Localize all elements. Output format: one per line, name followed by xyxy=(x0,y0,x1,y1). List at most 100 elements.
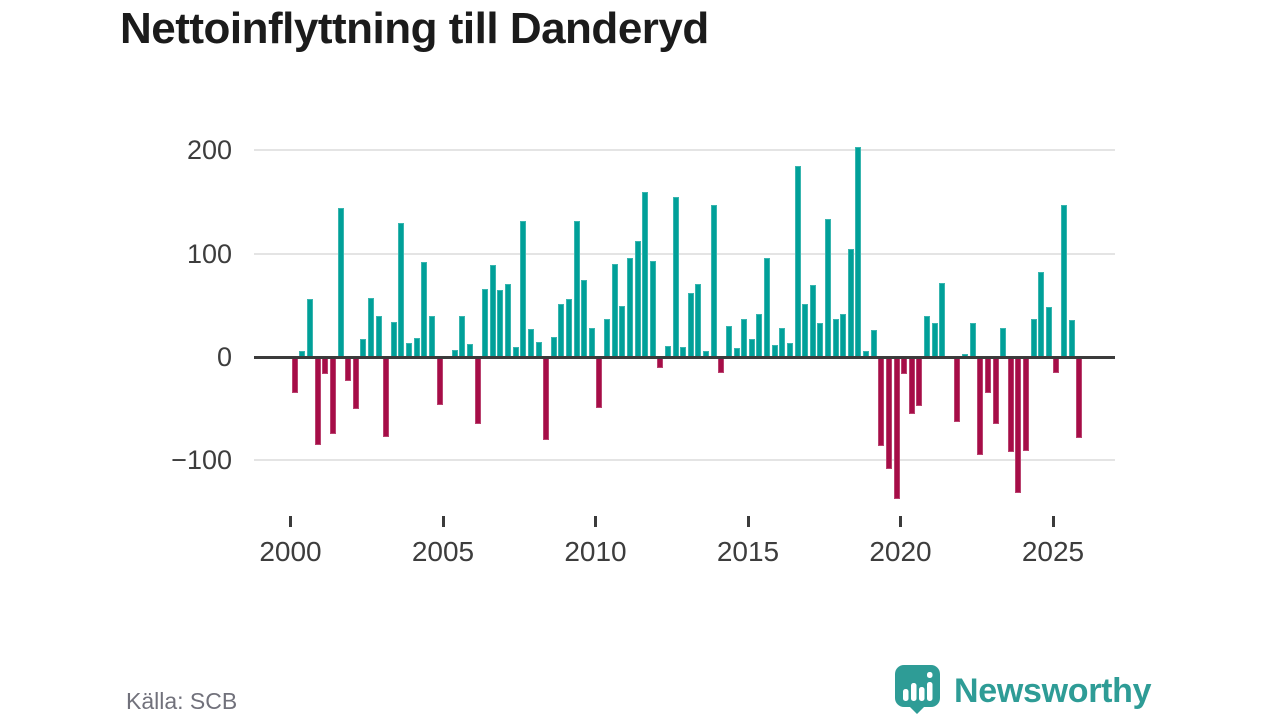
bar-2015-q1 xyxy=(748,339,755,357)
bar-2013-q1 xyxy=(687,292,694,357)
bar-2024-q2 xyxy=(1030,318,1037,357)
bar-2019-q1 xyxy=(870,330,877,357)
bar-2000-q2 xyxy=(299,350,306,357)
newsworthy-logo: Newsworthy xyxy=(894,664,1152,714)
x-axis-tick-label: 2015 xyxy=(716,536,780,567)
bar-2024-q4 xyxy=(1045,307,1052,357)
bar-2004-q3 xyxy=(428,315,435,357)
bar-2010-q1 xyxy=(596,357,603,408)
bar-2004-q2 xyxy=(421,261,428,357)
bar-2023-q1 xyxy=(992,357,999,425)
bar-2002-q2 xyxy=(360,339,367,357)
bar-2003-q4 xyxy=(406,342,412,357)
x-axis-tick-label: 2005 xyxy=(411,536,475,567)
bar-2020-q3 xyxy=(916,357,923,406)
bar-2004-q1 xyxy=(413,338,420,357)
x-axis-tick-label: 2010 xyxy=(564,536,627,567)
bar-2012-q2 xyxy=(665,345,671,357)
bar-2006-q3 xyxy=(489,265,496,357)
bar-2013-q2 xyxy=(695,283,702,357)
y-gridline-200 xyxy=(254,149,1115,152)
bar-2010-q4 xyxy=(619,306,626,357)
newsworthy-logo-text: Newsworthy xyxy=(954,672,1152,710)
bar-2000-q3 xyxy=(307,299,313,357)
bar-2000-q4 xyxy=(314,357,321,445)
bar-2016-q2 xyxy=(786,342,793,357)
x-axis-tick-2010 xyxy=(594,516,597,527)
bar-2017-q3 xyxy=(824,218,831,357)
bar-2001-q4 xyxy=(345,357,352,381)
bar-2009-q2 xyxy=(573,220,580,357)
bar-2023-q3 xyxy=(1007,357,1014,453)
bar-2019-q4 xyxy=(893,357,900,499)
bar-2002-q1 xyxy=(352,357,359,409)
bar-2008-q2 xyxy=(543,357,550,440)
bar-2010-q2 xyxy=(604,318,611,357)
bar-2018-q2 xyxy=(847,248,854,357)
bar-2011-q4 xyxy=(649,260,656,357)
bar-2009-q1 xyxy=(566,299,572,357)
newsworthy-speech-bubble-barchart-icon xyxy=(895,665,940,714)
bar-2021-q1 xyxy=(931,322,938,357)
bar-2022-q4 xyxy=(984,357,991,394)
bar-2022-q1 xyxy=(962,353,968,357)
bar-2021-q2 xyxy=(939,282,946,357)
bar-2012-q3 xyxy=(672,196,679,357)
bar-2003-q2 xyxy=(390,321,397,357)
bar-2014-q1 xyxy=(718,357,725,373)
y-axis-tick-label: −100 xyxy=(171,445,232,476)
bar-2015-q3 xyxy=(764,257,770,357)
bar-2011-q1 xyxy=(626,257,633,357)
bar-2024-q1 xyxy=(1022,357,1029,451)
bar-2010-q3 xyxy=(611,264,618,357)
bar-2001-q2 xyxy=(329,357,336,434)
bar-2008-q4 xyxy=(558,304,565,357)
bar-2006-q2 xyxy=(482,288,489,357)
bar-2020-q1 xyxy=(901,357,908,374)
bar-2012-q1 xyxy=(657,357,664,369)
bar-2023-q4 xyxy=(1015,357,1022,494)
bar-2018-q1 xyxy=(840,313,847,357)
zero-axis-line xyxy=(254,356,1115,359)
bar-2011-q2 xyxy=(634,241,641,357)
bar-2024-q3 xyxy=(1038,272,1045,357)
bar-2013-q3 xyxy=(703,350,710,357)
bar-2013-q4 xyxy=(710,205,717,357)
bar-2022-q2 xyxy=(969,322,976,357)
bar-2003-q1 xyxy=(383,357,390,437)
y-axis-tick-label: 200 xyxy=(186,135,232,166)
bar-2020-q4 xyxy=(923,315,930,357)
bar-2011-q3 xyxy=(642,191,649,357)
bar-2016-q3 xyxy=(794,165,801,357)
bar-2002-q3 xyxy=(368,298,374,357)
x-axis-tick-2015 xyxy=(746,516,750,527)
bar-2014-q4 xyxy=(741,318,748,357)
bar-2017-q1 xyxy=(809,284,816,357)
x-axis-tick-label: 2000 xyxy=(259,536,322,567)
bar-2006-q4 xyxy=(497,289,504,357)
bar-2005-q3 xyxy=(459,315,466,357)
bar-2001-q3 xyxy=(337,208,344,357)
bar-2019-q2 xyxy=(878,357,885,446)
bar-2000-q1 xyxy=(291,357,298,394)
x-axis-tick-2000 xyxy=(289,516,292,527)
y-gridline-−100 xyxy=(254,459,1115,462)
bar-2001-q1 xyxy=(322,357,329,374)
y-gridline-100 xyxy=(254,252,1115,255)
bar-2021-q4 xyxy=(954,357,961,423)
bar-2020-q2 xyxy=(908,357,915,414)
bar-2017-q2 xyxy=(817,322,824,357)
bar-2018-q3 xyxy=(855,147,862,357)
bar-2023-q2 xyxy=(1000,328,1007,357)
y-axis-tick-label: 0 xyxy=(216,342,232,372)
bar-2007-q4 xyxy=(527,329,534,357)
bar-2014-q2 xyxy=(725,326,732,357)
source-caption: Källa: SCB xyxy=(126,688,238,714)
bar-2007-q2 xyxy=(512,346,519,357)
bar-2003-q3 xyxy=(398,222,405,357)
bar-2014-q3 xyxy=(733,347,740,357)
bar-2005-q4 xyxy=(467,343,473,357)
bar-2025-q4 xyxy=(1076,357,1083,438)
